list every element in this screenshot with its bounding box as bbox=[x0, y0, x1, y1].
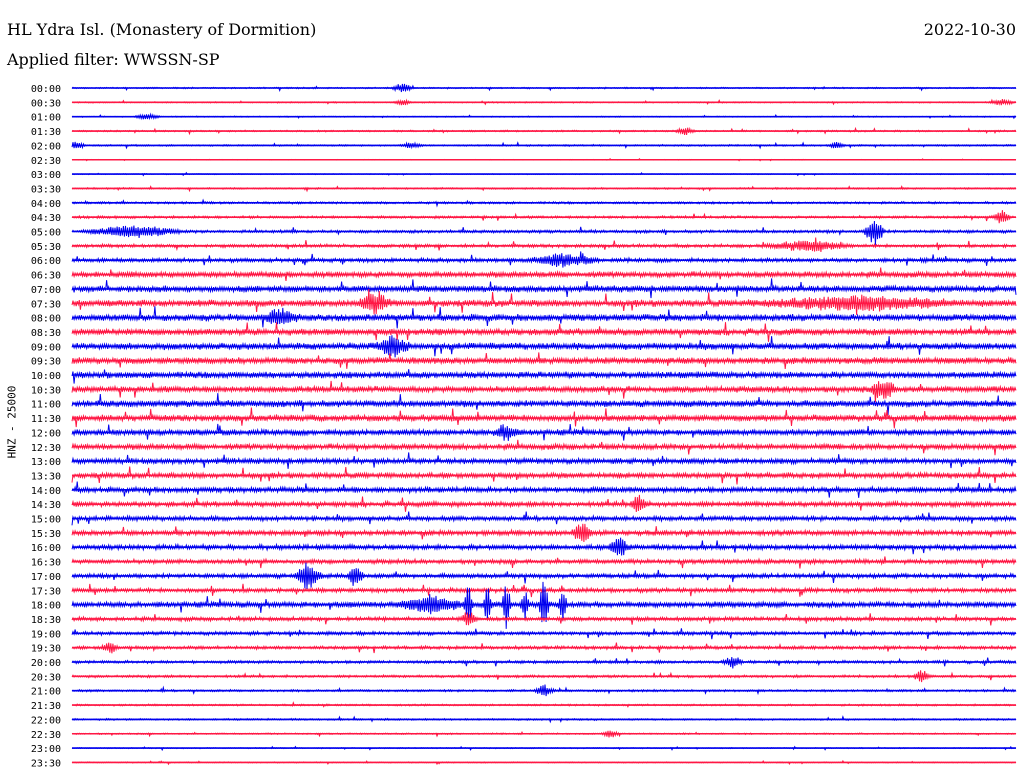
seismic-trace bbox=[71, 562, 1017, 589]
seismic-trace bbox=[71, 380, 1017, 403]
row-time-label: 16:00 bbox=[31, 543, 61, 554]
row-time-label: 13:00 bbox=[31, 457, 61, 468]
seismic-trace bbox=[71, 278, 1017, 299]
row-time-label: 15:00 bbox=[31, 515, 61, 526]
row-time-label: 20:00 bbox=[31, 658, 61, 669]
row-time-label: 14:00 bbox=[31, 486, 61, 497]
row-time-label: 06:00 bbox=[31, 256, 61, 267]
seismic-trace bbox=[71, 393, 1017, 415]
row-time-label: 20:30 bbox=[31, 672, 61, 683]
seismic-trace bbox=[71, 439, 1017, 456]
row-time-label: 07:30 bbox=[31, 299, 61, 310]
row-time-label: 18:30 bbox=[31, 615, 61, 626]
seismic-trace bbox=[71, 481, 1017, 498]
row-time-label: 07:00 bbox=[31, 285, 61, 296]
seismic-trace bbox=[71, 511, 1017, 526]
seismic-trace bbox=[71, 335, 1017, 358]
row-time-label: 22:30 bbox=[31, 730, 61, 741]
row-time-label: 08:30 bbox=[31, 328, 61, 339]
row-time-label: 19:30 bbox=[31, 644, 61, 655]
row-time-label: 18:00 bbox=[31, 601, 61, 612]
row-time-label: 14:30 bbox=[31, 500, 61, 511]
date-label: 2022-10-30 bbox=[923, 20, 1016, 39]
seismic-trace bbox=[71, 466, 1017, 485]
row-time-label: 23:00 bbox=[31, 744, 61, 755]
row-time-label: 01:00 bbox=[31, 113, 61, 124]
seismic-trace bbox=[71, 556, 1017, 569]
row-time-label: 15:30 bbox=[31, 529, 61, 540]
row-time-label: 08:00 bbox=[31, 314, 61, 325]
seismic-trace bbox=[71, 352, 1017, 369]
seismic-trace bbox=[71, 452, 1017, 469]
row-time-label: 05:30 bbox=[31, 242, 61, 253]
row-time-label: 22:00 bbox=[31, 715, 61, 726]
seismic-trace bbox=[71, 612, 1017, 626]
row-time-label: 12:00 bbox=[31, 428, 61, 439]
seismic-trace bbox=[71, 288, 1017, 315]
row-time-label: 19:00 bbox=[31, 629, 61, 640]
row-time-label: 10:00 bbox=[31, 371, 61, 382]
row-time-label: 16:30 bbox=[31, 558, 61, 569]
seismic-trace bbox=[71, 322, 1017, 342]
row-time-label: 11:00 bbox=[31, 400, 61, 411]
row-time-label: 05:00 bbox=[31, 228, 61, 239]
row-time-label: 12:30 bbox=[31, 443, 61, 454]
row-time-label: 23:30 bbox=[31, 758, 61, 769]
seismic-trace bbox=[71, 220, 1017, 245]
filter-label: Applied filter: WWSSN-SP bbox=[7, 50, 220, 69]
row-time-label: 11:30 bbox=[31, 414, 61, 425]
row-time-label: 03:30 bbox=[31, 184, 61, 195]
seismic-trace bbox=[71, 494, 1017, 513]
seismic-trace bbox=[71, 423, 1017, 441]
row-time-label: 21:00 bbox=[31, 687, 61, 698]
row-time-label: 02:00 bbox=[31, 141, 61, 152]
row-time-label: 04:00 bbox=[31, 199, 61, 210]
row-time-label: 01:30 bbox=[31, 127, 61, 138]
seismic-trace bbox=[71, 407, 1017, 429]
row-time-label: 02:30 bbox=[31, 156, 61, 167]
row-time-label: 13:30 bbox=[31, 471, 61, 482]
row-time-label: 04:30 bbox=[31, 213, 61, 224]
station-title: HL Ydra Isl. (Monastery of Dormition) bbox=[7, 20, 317, 39]
seismic-trace bbox=[71, 306, 1017, 329]
seismic-trace bbox=[71, 237, 1017, 252]
seismic-trace bbox=[71, 369, 1017, 384]
row-time-label: 10:30 bbox=[31, 385, 61, 396]
row-time-label: 17:30 bbox=[31, 586, 61, 597]
row-time-label: 09:30 bbox=[31, 357, 61, 368]
row-time-label: 00:00 bbox=[31, 84, 61, 95]
row-time-label: 00:30 bbox=[31, 98, 61, 109]
row-time-label: 06:30 bbox=[31, 271, 61, 282]
seismic-trace bbox=[71, 267, 1017, 281]
row-time-label: 03:00 bbox=[31, 170, 61, 181]
seismic-trace bbox=[71, 251, 1017, 268]
row-time-label: 17:00 bbox=[31, 572, 61, 583]
row-time-label: 21:30 bbox=[31, 701, 61, 712]
seismic-trace bbox=[71, 537, 1017, 556]
row-time-label: 09:00 bbox=[31, 342, 61, 353]
